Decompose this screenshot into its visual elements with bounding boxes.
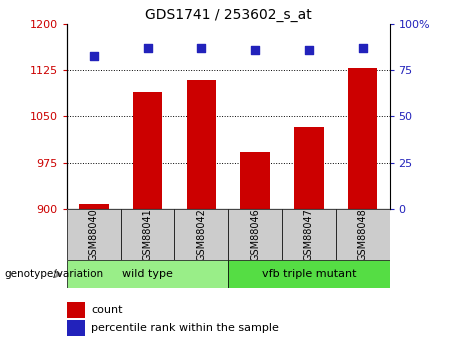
Bar	[228, 209, 282, 260]
Bar	[133, 92, 162, 209]
Text: vfb triple mutant: vfb triple mutant	[262, 269, 356, 279]
Bar	[67, 209, 121, 260]
Point	[198, 46, 205, 51]
Bar	[282, 209, 336, 260]
Bar	[187, 80, 216, 209]
Bar	[228, 260, 390, 288]
Bar	[67, 320, 84, 336]
Point	[251, 47, 259, 53]
Bar	[336, 209, 390, 260]
Bar	[240, 151, 270, 209]
Text: GSM88046: GSM88046	[250, 208, 260, 261]
Point	[144, 46, 151, 51]
Bar	[121, 209, 174, 260]
Bar	[294, 127, 324, 209]
Text: GSM88040: GSM88040	[89, 208, 99, 261]
Bar	[348, 68, 378, 209]
Bar	[67, 302, 84, 318]
Text: GSM88042: GSM88042	[196, 208, 207, 261]
Text: GSM88041: GSM88041	[142, 208, 153, 261]
Point	[359, 46, 366, 51]
Bar	[174, 209, 228, 260]
Point	[305, 47, 313, 53]
Title: GDS1741 / 253602_s_at: GDS1741 / 253602_s_at	[145, 8, 312, 22]
Text: count: count	[91, 305, 123, 315]
Text: percentile rank within the sample: percentile rank within the sample	[91, 323, 279, 333]
Text: GSM88048: GSM88048	[358, 208, 368, 261]
Text: wild type: wild type	[122, 269, 173, 279]
Bar	[67, 260, 228, 288]
Bar	[79, 204, 108, 209]
Point	[90, 53, 97, 58]
Text: genotype/variation: genotype/variation	[5, 269, 104, 279]
Text: GSM88047: GSM88047	[304, 208, 314, 261]
